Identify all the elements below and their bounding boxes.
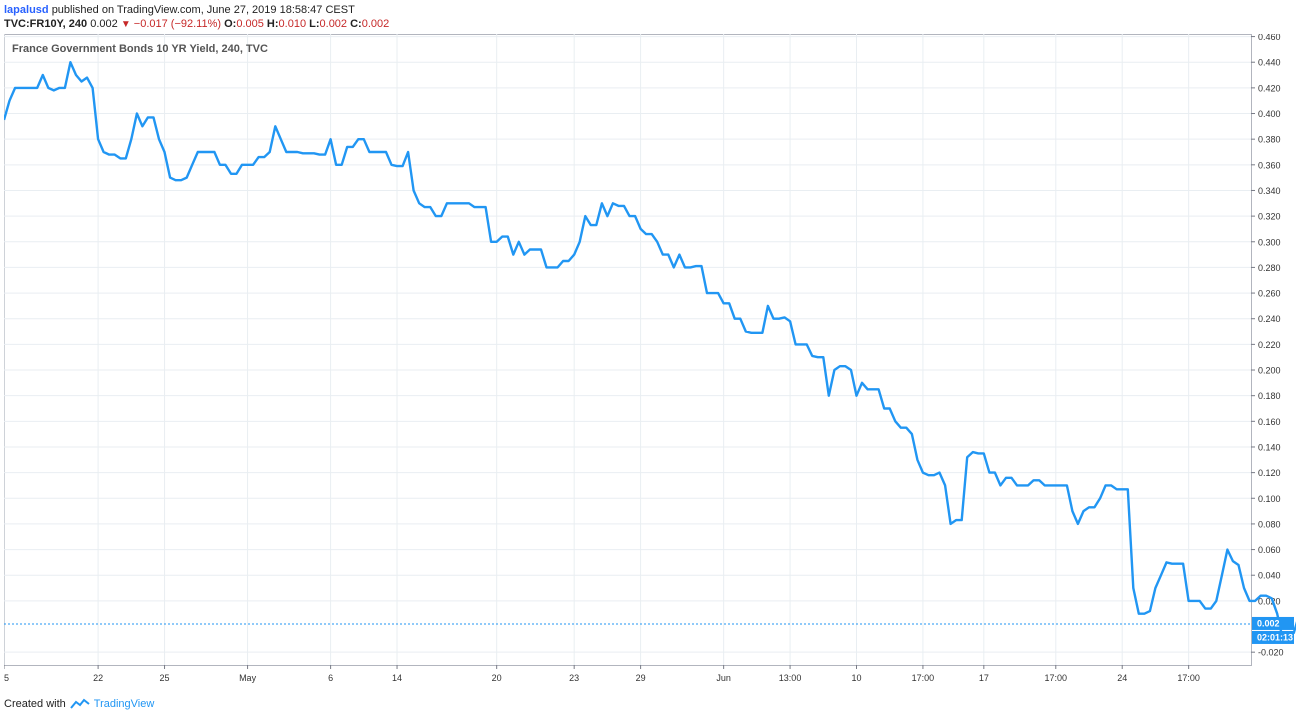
y-tick-label: 0.140: [1258, 442, 1281, 452]
high-value: 0.010: [278, 18, 307, 30]
down-arrow-icon: ▼: [120, 19, 131, 30]
y-tick-label: 0.200: [1258, 366, 1281, 376]
chart-area[interactable]: 0.460 0.440 0.420 0.400 0.380 0.360 0.340 0.320…: [2, 32, 1300, 690]
x-tick-label: 22: [93, 673, 103, 683]
price-axis[interactable]: 0.460 0.440 0.420 0.400 0.380 0.360 0.340 0.320…: [1251, 32, 1284, 658]
x-tick-label: 6: [328, 673, 333, 683]
symbol-ohlc-row: TVC:FR10Y, 240 0.002 ▼ −0.017 (−92.11%) …: [4, 17, 389, 32]
x-tick-label: 17:00: [1045, 673, 1068, 683]
x-tick-label: 23: [569, 673, 579, 683]
y-tick-label: 0.120: [1258, 468, 1281, 478]
x-tick-label: May: [239, 673, 257, 683]
price-tags: 0.002 02:01:13: [1252, 616, 1294, 644]
y-tick-label: 0.020: [1258, 596, 1281, 606]
bar-countdown-tag-bg: [1252, 630, 1294, 644]
x-tick-label: 14: [392, 673, 402, 683]
x-tick-label: 5: [4, 673, 9, 683]
footer: Created with TradingView: [4, 698, 154, 710]
last-price-tag: 0.002: [1257, 618, 1280, 628]
publish-header: lapalusd published on TradingView.com, J…: [4, 2, 355, 18]
tradingview-logo-icon: [69, 698, 90, 709]
x-tick-label: 10: [851, 673, 861, 683]
x-tick-label: 13:00: [779, 673, 802, 683]
author-link[interactable]: lapalusd: [4, 4, 49, 16]
price-chart-svg[interactable]: 0.460 0.440 0.420 0.400 0.380 0.360 0.340 0.320…: [2, 32, 1300, 690]
x-tick-label: 17: [979, 673, 989, 683]
low-label: L:: [309, 18, 320, 30]
low-value: 0.002: [319, 18, 348, 30]
x-tick-label: 24: [1117, 673, 1127, 683]
close-value: 0.002: [361, 18, 390, 30]
y-tick-label: 0.400: [1258, 109, 1281, 119]
high-label: H:: [266, 18, 279, 30]
y-tick-label: 0.440: [1258, 58, 1281, 68]
y-tick-label: 0.240: [1258, 314, 1281, 324]
grid-lines: [3, 34, 1251, 665]
y-tick-label: 0.060: [1258, 545, 1281, 555]
y-tick-label: 0.180: [1258, 391, 1281, 401]
y-tick-label: 0.300: [1258, 237, 1281, 247]
y-tick-label: -0.020: [1258, 648, 1284, 658]
x-tick-label: 29: [636, 673, 646, 683]
y-tick-label: 0.460: [1258, 34, 1281, 42]
x-tick-label: 20: [492, 673, 502, 683]
y-tick-label: 0.360: [1258, 160, 1281, 170]
y-tick-label: 0.040: [1258, 571, 1281, 581]
y-tick-label: 0.320: [1258, 212, 1281, 222]
y-tick-label: 0.280: [1258, 263, 1281, 273]
x-tick-label: 17:00: [912, 673, 935, 683]
published-text: published on TradingView.com, June 27, 2…: [51, 4, 355, 16]
time-axis[interactable]: 5 22 25 May 6 14 20 23 29 Jun 13:00 10 17:00 17 17:00 2…: [3, 665, 1200, 683]
symbol-label: TVC:FR10Y, 240: [4, 18, 88, 30]
open-value: 0.005: [236, 18, 264, 30]
y-tick-label: 0.100: [1258, 494, 1281, 504]
y-tick-label: 0.420: [1258, 83, 1281, 93]
y-tick-label: 0.380: [1258, 135, 1281, 145]
close-label: C:: [350, 18, 362, 30]
chart-title: France Government Bonds 10 YR Yield, 240…: [12, 43, 268, 55]
price-change: −0.017 (−92.11%): [133, 18, 222, 30]
last-price: 0.002: [90, 18, 118, 30]
y-tick-label: 0.340: [1258, 186, 1281, 196]
x-tick-label: Jun: [716, 673, 731, 683]
plot-frame: [4, 34, 1252, 666]
created-with-text: Created with: [4, 698, 66, 710]
open-label: O:: [224, 18, 237, 30]
y-tick-label: 0.160: [1258, 417, 1281, 427]
x-tick-label: 25: [160, 673, 170, 683]
bar-countdown-tag: 02:01:13: [1257, 632, 1293, 642]
tradingview-brand[interactable]: TradingView: [93, 698, 155, 710]
y-tick-label: 0.220: [1258, 340, 1281, 350]
last-price-tag-bg: [1252, 616, 1294, 630]
y-tick-label: 0.080: [1258, 519, 1281, 529]
yield-line: [2, 61, 1300, 641]
x-tick-label: 17:00: [1177, 673, 1200, 683]
y-tick-label: 0.260: [1258, 289, 1281, 299]
